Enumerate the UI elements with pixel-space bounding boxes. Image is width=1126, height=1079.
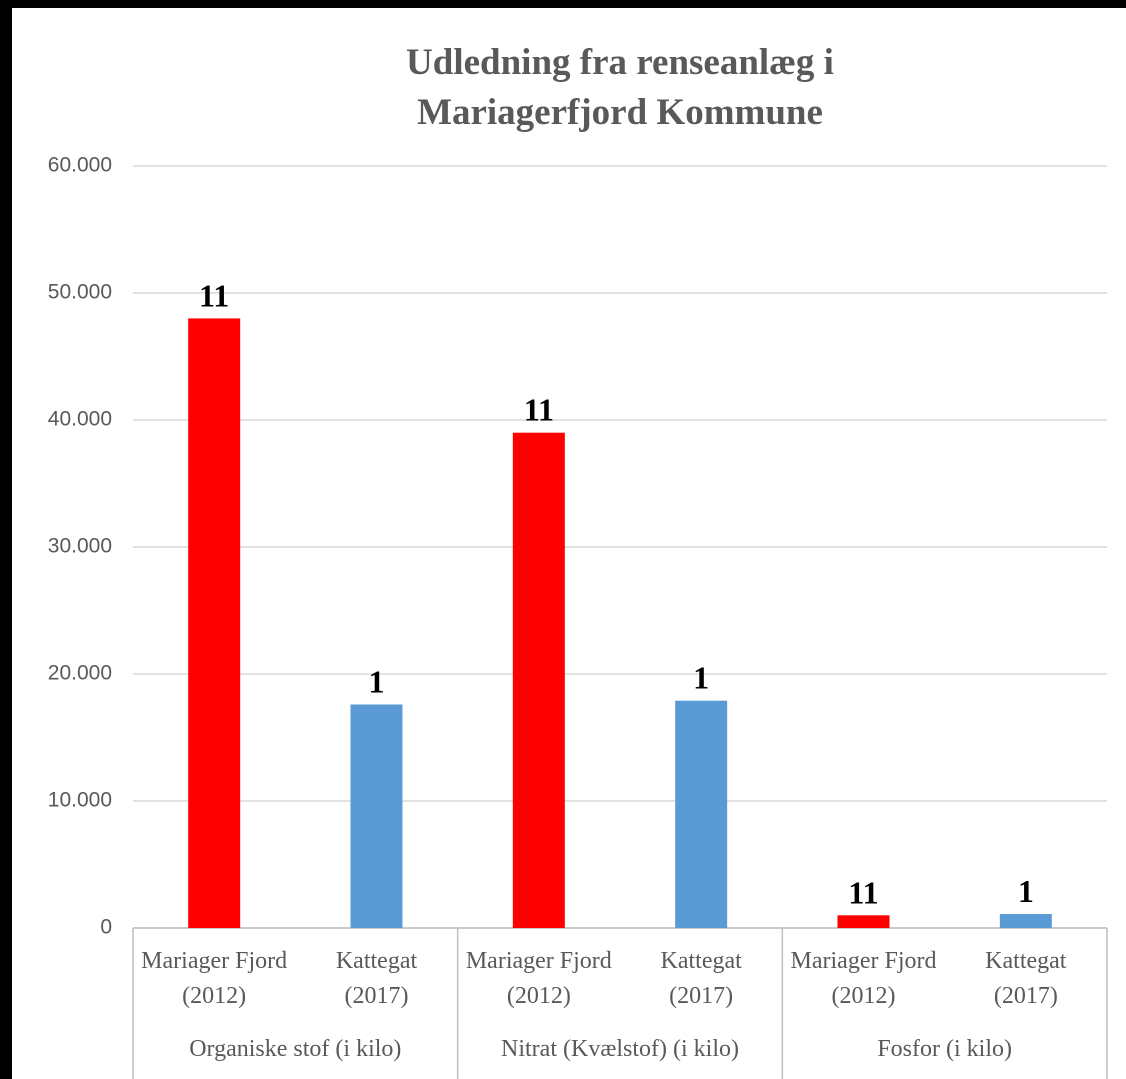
bar <box>675 700 728 928</box>
x-tick-label: Kattegat (2017) <box>985 948 1067 1009</box>
chart-title: Udledning fra renseanlæg i Mariagerfjord… <box>406 42 834 133</box>
bar <box>350 704 403 928</box>
x-tick-label: Kattegat (2017) <box>660 948 742 1009</box>
bar <box>837 915 890 928</box>
data-label: 1 <box>1018 873 1034 909</box>
y-tick-label: 60.000 <box>48 154 112 177</box>
y-tick-label: 0 <box>100 916 112 939</box>
y-tick-label: 40.000 <box>48 408 112 431</box>
bar <box>188 318 241 928</box>
y-tick-label: 30.000 <box>48 535 112 558</box>
data-label: 1 <box>369 663 385 699</box>
data-label: 11 <box>199 277 229 313</box>
x-tick-label: Mariager Fjord (2012) <box>141 948 288 1009</box>
group-label: Fosfor (i kilo) <box>877 1036 1012 1062</box>
data-label: 11 <box>524 392 554 428</box>
x-tick-label: Mariager Fjord (2012) <box>465 948 612 1009</box>
data-label: 1 <box>693 660 709 696</box>
y-tick-label: 10.000 <box>48 789 112 812</box>
bar <box>999 914 1052 928</box>
frame-top <box>0 0 1126 8</box>
x-tick-label: Mariager Fjord (2012) <box>790 948 937 1009</box>
y-tick-label: 50.000 <box>48 281 112 304</box>
group-label: Nitrat (Kvælstof) (i kilo) <box>501 1036 739 1062</box>
frame-left <box>0 0 12 1079</box>
x-tick-label: Kattegat (2017) <box>335 948 418 1009</box>
bar <box>512 432 565 928</box>
data-label: 11 <box>848 874 878 910</box>
group-label: Organiske stof (i kilo) <box>189 1036 402 1062</box>
y-tick-label: 20.000 <box>48 662 112 685</box>
